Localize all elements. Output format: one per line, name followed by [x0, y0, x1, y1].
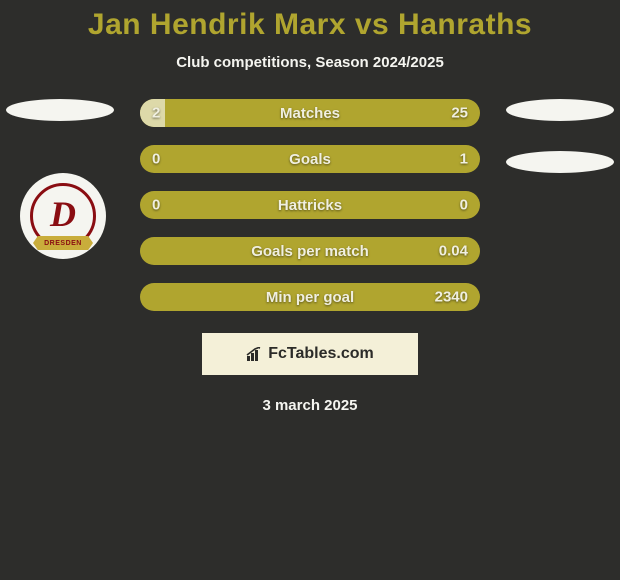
stat-label: Hattricks — [278, 197, 342, 214]
stat-value-right: 0 — [460, 197, 468, 214]
brand-box[interactable]: FcTables.com — [202, 333, 418, 375]
club-badge-inner: D DRESDEN — [30, 183, 96, 249]
stat-value-right: 25 — [451, 105, 468, 122]
stat-label: Goals per match — [251, 243, 369, 260]
stat-row-goals-per-match: Goals per match 0.04 — [140, 237, 480, 265]
stat-value-left: 0 — [152, 197, 160, 214]
stat-value-left: 0 — [152, 151, 160, 168]
player-right-slot-2 — [506, 151, 614, 173]
comparison-card: Jan Hendrik Marx vs Hanraths Club compet… — [0, 0, 620, 414]
stat-row-goals: 0 Goals 1 — [140, 145, 480, 173]
stat-value-right: 0.04 — [439, 243, 468, 260]
subtitle: Club competitions, Season 2024/2025 — [0, 54, 620, 71]
stat-row-min-per-goal: Min per goal 2340 — [140, 283, 480, 311]
club-badge-ribbon: DRESDEN — [33, 236, 93, 250]
stat-label: Goals — [289, 151, 331, 168]
stat-bars: 2 Matches 25 0 Goals 1 0 Hattricks 0 Goa… — [140, 99, 480, 311]
club-badge-left: D DRESDEN — [20, 173, 106, 259]
player-right-slot — [506, 99, 614, 121]
page-title: Jan Hendrik Marx vs Hanraths — [0, 8, 620, 42]
stat-label: Min per goal — [266, 289, 354, 306]
stat-row-hattricks: 0 Hattricks 0 — [140, 191, 480, 219]
date-text: 3 march 2025 — [0, 397, 620, 414]
stat-row-matches: 2 Matches 25 — [140, 99, 480, 127]
stat-label: Matches — [280, 105, 340, 122]
stats-area: D DRESDEN 2 Matches 25 0 Goals 1 0 Hattr… — [0, 99, 620, 414]
stat-value-left: 2 — [152, 105, 160, 122]
player-left-slot — [6, 99, 114, 121]
club-badge-letter: D — [50, 196, 76, 232]
brand-text: FcTables.com — [268, 345, 374, 363]
chart-icon — [246, 347, 264, 361]
stat-value-right: 2340 — [435, 289, 468, 306]
stat-value-right: 1 — [460, 151, 468, 168]
